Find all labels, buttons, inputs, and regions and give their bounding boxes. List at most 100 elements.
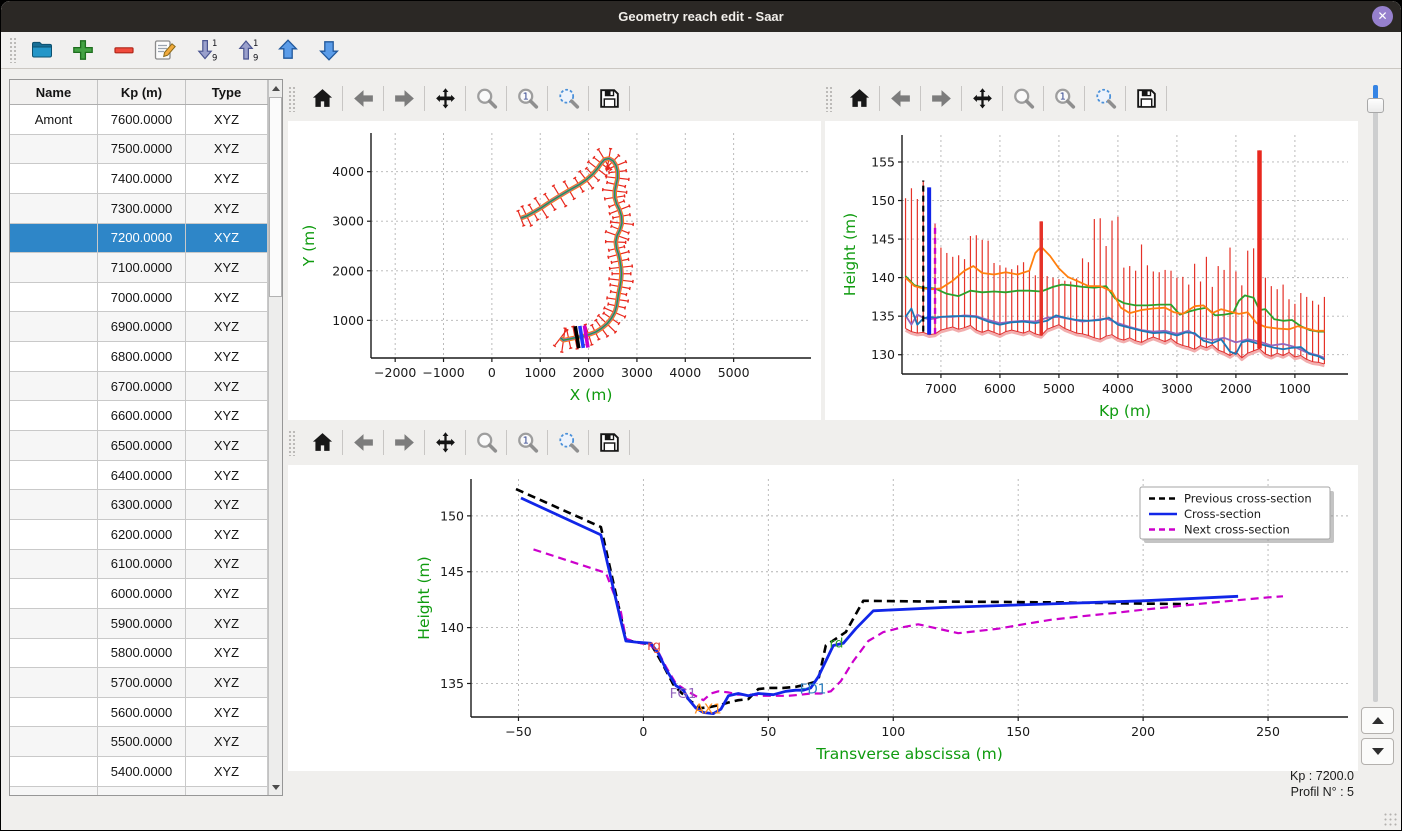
zoom-region-button[interactable] bbox=[550, 82, 586, 116]
remove-button[interactable] bbox=[107, 34, 141, 66]
table-row[interactable]: 6700.0000 XYZ bbox=[10, 371, 268, 402]
table-row[interactable] bbox=[10, 786, 268, 795]
plan-view-chart[interactable]: −2000 −1000 0 1000 2000 3000 4000 5000 1000 2000 3… bbox=[288, 121, 821, 420]
next-profile-button[interactable] bbox=[1361, 738, 1394, 765]
table-row[interactable]: 6900.0000 XYZ bbox=[10, 312, 268, 343]
svg-text:Height (m): Height (m) bbox=[415, 556, 433, 639]
zoom-one-button[interactable]: 1 bbox=[509, 426, 545, 460]
table-row[interactable]: 6400.0000 XYZ bbox=[10, 460, 268, 491]
pan-button[interactable] bbox=[964, 82, 1000, 116]
resize-grip[interactable] bbox=[1383, 812, 1397, 826]
table-row[interactable]: 6100.0000 XYZ bbox=[10, 549, 268, 580]
scroll-down-icon[interactable] bbox=[269, 780, 282, 794]
profile-slider-track[interactable] bbox=[1373, 85, 1378, 702]
forward-button[interactable] bbox=[923, 82, 959, 116]
pan-button[interactable] bbox=[427, 426, 463, 460]
toolbar-grip[interactable] bbox=[9, 37, 17, 63]
svg-text:145: 145 bbox=[871, 232, 895, 247]
svg-text:5000: 5000 bbox=[718, 365, 750, 380]
table-cell: 6400.0000 bbox=[98, 460, 186, 491]
home-button[interactable] bbox=[304, 426, 340, 460]
zoom-button[interactable] bbox=[468, 82, 504, 116]
table-row[interactable]: 5600.0000 XYZ bbox=[10, 697, 268, 728]
back-button[interactable] bbox=[345, 426, 381, 460]
save-button[interactable] bbox=[591, 82, 627, 116]
table-cell: 7300.0000 bbox=[98, 193, 186, 224]
zoom-button[interactable] bbox=[468, 426, 504, 460]
home-button[interactable] bbox=[841, 82, 877, 116]
zoom-region-button[interactable] bbox=[550, 426, 586, 460]
close-button[interactable]: ✕ bbox=[1372, 6, 1393, 27]
longitudinal-profile-chart[interactable]: 7000 6000 5000 4000 3000 2000 1000 130 135 140 145… bbox=[825, 121, 1358, 420]
cross-section-chart[interactable]: −50 0 50 100 150 200 250135140145150Transverse… bbox=[288, 465, 1358, 771]
home-button[interactable] bbox=[304, 82, 340, 116]
svg-text:1000: 1000 bbox=[1279, 381, 1311, 396]
pan-button[interactable] bbox=[427, 82, 463, 116]
back-button[interactable] bbox=[882, 82, 918, 116]
table-row[interactable]: 6300.0000 XYZ bbox=[10, 490, 268, 520]
column-header-name[interactable]: Name bbox=[10, 80, 98, 104]
toolbar-grip[interactable] bbox=[288, 85, 296, 112]
move-up-button[interactable] bbox=[271, 34, 305, 66]
svg-text:rd: rd bbox=[830, 636, 844, 652]
svg-text:Height (m): Height (m) bbox=[841, 213, 859, 296]
back-icon bbox=[353, 434, 373, 451]
table-cell: 6300.0000 bbox=[98, 490, 186, 520]
table-cell: XYZ bbox=[186, 253, 268, 283]
table-row[interactable]: 7000.0000 XYZ bbox=[10, 282, 268, 313]
table-row[interactable]: 6000.0000 XYZ bbox=[10, 579, 268, 609]
toolbar-separator bbox=[629, 430, 630, 455]
table-scrollbar-thumb[interactable] bbox=[269, 97, 282, 297]
table-cell bbox=[10, 371, 98, 402]
edit-button[interactable] bbox=[148, 34, 182, 66]
table-row[interactable]: 5400.0000 XYZ bbox=[10, 757, 268, 787]
table-row[interactable]: 6200.0000 XYZ bbox=[10, 519, 268, 550]
open-folder-button[interactable] bbox=[25, 34, 59, 66]
svg-text:7000: 7000 bbox=[925, 381, 957, 396]
add-button[interactable] bbox=[66, 34, 100, 66]
table-row-selected[interactable]: 7200.0000 XYZ bbox=[10, 223, 268, 254]
toolbar-grip[interactable] bbox=[288, 429, 296, 456]
table-row[interactable]: 7300.0000 XYZ bbox=[10, 193, 268, 224]
zoom-button[interactable] bbox=[1005, 82, 1041, 116]
scroll-up-icon[interactable] bbox=[269, 81, 282, 95]
table-row[interactable]: 7400.0000 XYZ bbox=[10, 164, 268, 194]
zoom-region-button[interactable] bbox=[1087, 82, 1123, 116]
previous-profile-button[interactable] bbox=[1361, 707, 1394, 734]
svg-text:1: 1 bbox=[522, 92, 528, 103]
table-cell: XYZ bbox=[186, 727, 268, 758]
column-header-type[interactable]: Type bbox=[186, 80, 268, 104]
save-button[interactable] bbox=[1128, 82, 1164, 116]
back-button[interactable] bbox=[345, 82, 381, 116]
table-row[interactable]: 5900.0000 XYZ bbox=[10, 608, 268, 639]
save-button[interactable] bbox=[591, 426, 627, 460]
table-cell: 7200.0000 bbox=[98, 223, 186, 254]
table-row[interactable]: 5800.0000 XYZ bbox=[10, 638, 268, 669]
table-scrollbar[interactable] bbox=[268, 80, 282, 795]
zoom-one-button[interactable]: 1 bbox=[1046, 82, 1082, 116]
move-down-button[interactable] bbox=[312, 34, 346, 66]
table-row[interactable]: 6500.0000 XYZ bbox=[10, 431, 268, 461]
forward-button[interactable] bbox=[386, 82, 422, 116]
column-header-kp[interactable]: Kp (m) bbox=[98, 80, 186, 104]
zoom-one-button[interactable]: 1 bbox=[509, 82, 545, 116]
table-row[interactable]: 5500.0000 XYZ bbox=[10, 727, 268, 758]
status-kp: Kp : 7200.0 bbox=[1290, 769, 1354, 783]
table-row[interactable]: 6600.0000 XYZ bbox=[10, 401, 268, 432]
table-row[interactable]: Amont 7600.0000 XYZ bbox=[10, 105, 268, 135]
svg-text:−1000: −1000 bbox=[422, 365, 464, 380]
toolbar-grip[interactable] bbox=[825, 85, 833, 112]
edit-icon bbox=[154, 40, 176, 60]
cross-section-toolbar: 1 bbox=[288, 424, 1358, 461]
table-row[interactable]: 5700.0000 XYZ bbox=[10, 668, 268, 698]
table-row[interactable]: 7500.0000 XYZ bbox=[10, 134, 268, 165]
table-row[interactable]: 6800.0000 XYZ bbox=[10, 342, 268, 372]
table-cell: 5500.0000 bbox=[98, 727, 186, 758]
table-row[interactable]: 7100.0000 XYZ bbox=[10, 253, 268, 283]
forward-button[interactable] bbox=[386, 426, 422, 460]
profile-slider-handle[interactable] bbox=[1367, 98, 1384, 113]
svg-text:6000: 6000 bbox=[984, 381, 1016, 396]
